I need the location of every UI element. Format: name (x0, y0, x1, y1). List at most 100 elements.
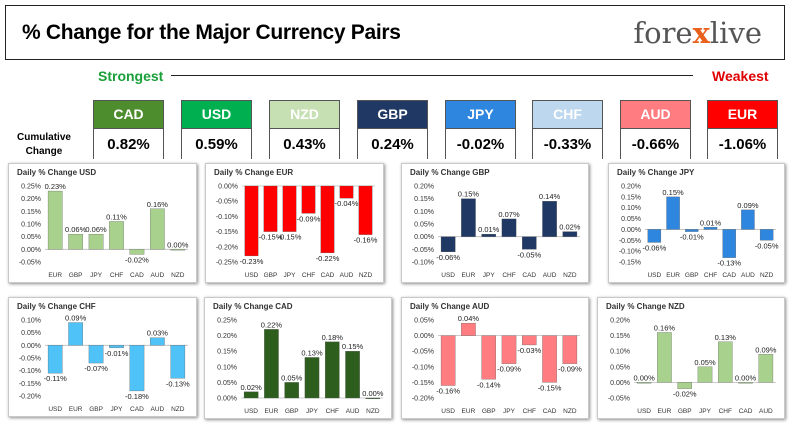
x-tick-label: CHF (502, 272, 515, 279)
data-label: -0.18% (125, 392, 149, 401)
x-tick-label: EUR (666, 272, 680, 279)
x-tick-label: NZD (366, 408, 380, 415)
bar (339, 185, 354, 199)
y-tick-label: 0.25% (217, 318, 237, 325)
bar (109, 221, 124, 250)
y-tick-label: 0.05% (610, 364, 630, 371)
data-label: 0.05% (694, 358, 716, 367)
chart-panel-1: Daily % Change EUR 0.00% -0.05% -0.10% -0.15… (205, 163, 384, 283)
bar-chart: 0.20% 0.15% 0.10% 0.05% 0.00% -0.05% 0.00% USD 0… (608, 318, 777, 416)
bar (170, 345, 186, 379)
x-tick-label: NZD (563, 408, 577, 415)
bar (718, 341, 733, 383)
x-tick-label: JPY (284, 272, 297, 279)
bar (304, 357, 320, 399)
bar (244, 185, 259, 257)
data-label: -0.09% (297, 214, 321, 223)
y-tick-label: 0.20% (414, 184, 434, 191)
x-tick-label: USD (637, 408, 651, 415)
data-label: 0.15% (458, 190, 480, 199)
x-tick-label: AUD (346, 408, 360, 415)
x-tick-label: USD (441, 272, 455, 279)
y-tick-label: -0.15% (619, 260, 641, 267)
currency-code: GBP (358, 101, 427, 128)
x-tick-label: USD (48, 406, 62, 413)
bar (301, 185, 316, 214)
data-label: -0.15% (259, 233, 283, 242)
data-label: -0.05% (517, 250, 541, 259)
x-tick-label: AUD (150, 406, 164, 413)
data-label: 0.01% (700, 218, 722, 227)
y-tick-label: 0.20% (610, 318, 630, 325)
y-tick-label: 0.10% (621, 205, 641, 212)
y-tick-label: 0.00% (621, 227, 641, 234)
y-tick-label: 0.15% (610, 333, 630, 340)
x-tick-label: CAD (130, 406, 144, 413)
data-label: 0.15% (662, 188, 684, 197)
x-tick-label: JPY (503, 408, 516, 415)
x-tick-label: EUR (265, 408, 279, 415)
y-tick-label: -0.05% (412, 247, 434, 254)
y-tick-label: -0.15% (412, 380, 434, 387)
bar (501, 335, 517, 364)
y-tick-label: -0.05% (412, 349, 434, 356)
bar (264, 329, 279, 399)
data-label: -0.23% (240, 257, 264, 266)
cumulative-change-value: -1.06% (708, 128, 777, 160)
y-tick-label: -0.10% (19, 368, 41, 375)
data-label: -0.01% (105, 349, 129, 358)
x-tick-label: AUD (759, 408, 773, 415)
data-label: 0.05% (281, 373, 303, 382)
chart-title: Daily % Change EUR (214, 168, 294, 177)
data-label: 0.22% (261, 320, 283, 329)
y-tick-label: 0.00% (217, 396, 237, 403)
bar (738, 382, 753, 384)
bar (481, 335, 496, 380)
cumulative-change-value: -0.66% (621, 128, 690, 160)
x-tick-label: GBP (685, 272, 699, 279)
data-label: 0.01% (478, 225, 500, 234)
data-label: -0.07% (84, 364, 108, 373)
bar (461, 198, 476, 237)
bar-chart: 0.20%0.15%0.10%0.05%0.00%-0.05%-0.10%-0.… (619, 184, 779, 280)
data-label: -0.09% (558, 365, 582, 374)
y-tick-label: -0.05% (19, 260, 41, 267)
bar-chart: 0.00% -0.05% -0.10% -0.15% -0.20% -0.25% -0.23… (216, 184, 378, 280)
bar (282, 185, 297, 232)
bar (365, 397, 381, 399)
bar (320, 185, 335, 254)
bar (150, 337, 165, 346)
x-tick-label: USD (245, 272, 259, 279)
bar (440, 335, 456, 386)
y-tick-label: -0.05% (608, 396, 630, 403)
y-tick-label: 0.15% (621, 194, 641, 201)
x-tick-label: CHF (523, 408, 536, 415)
bar (685, 229, 699, 232)
currency-code: USD (182, 101, 251, 128)
currency-box-eur: EUR -1.06% (707, 100, 778, 160)
cumulative-change-value: 0.82% (94, 128, 163, 160)
y-tick-label: 0.00% (21, 247, 41, 254)
y-tick-label: 0.05% (414, 318, 434, 325)
x-tick-label: CAD (722, 272, 736, 279)
y-tick-label: -0.25% (216, 260, 238, 267)
y-tick-label: 0.15% (217, 349, 237, 356)
chart-title: Daily % Change CHF (17, 302, 96, 311)
currency-code: CHF (533, 101, 602, 128)
x-tick-label: CHF (302, 272, 315, 279)
y-tick-label: 0.00% (414, 333, 434, 340)
y-tick-label: 0.20% (21, 196, 41, 203)
page-title: % Change for the Major Currency Pairs (22, 21, 401, 44)
cumulative-change-value: -0.02% (446, 128, 515, 160)
data-label: 0.09% (65, 314, 87, 323)
x-tick-label: EUR (48, 272, 62, 279)
bar (47, 345, 63, 374)
x-tick-label: GBP (285, 408, 299, 415)
y-tick-label: 0.10% (610, 349, 630, 356)
bar (562, 335, 578, 364)
x-tick-label: EUR (69, 406, 83, 413)
bar (358, 185, 373, 235)
y-tick-label: 0.10% (21, 222, 41, 229)
logo-text-live: live (709, 16, 762, 50)
y-tick-label: 0.15% (414, 196, 434, 203)
